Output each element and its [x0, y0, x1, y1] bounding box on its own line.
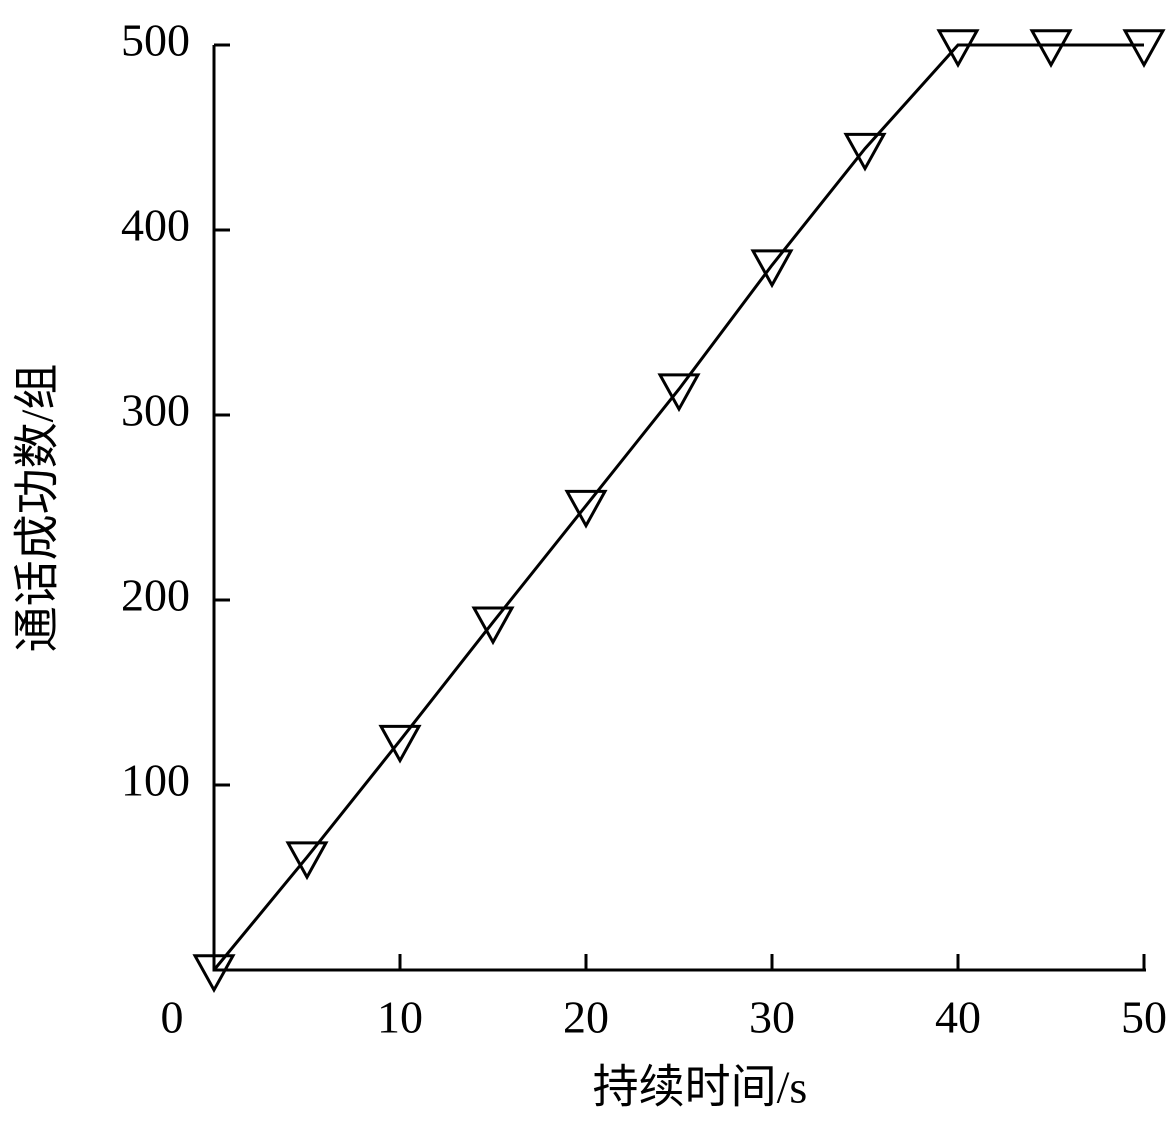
marker [657, 373, 701, 413]
y-tick-label: 100 [121, 755, 190, 806]
y-tick-label: 200 [121, 570, 190, 621]
x-tick-label: 50 [1121, 992, 1167, 1043]
y-tick-label: 300 [121, 385, 190, 436]
marker [564, 489, 608, 529]
marker [1029, 29, 1073, 69]
x-tick-label: 40 [935, 992, 981, 1043]
marker [843, 132, 887, 172]
x-tick-label: 20 [563, 992, 609, 1043]
marker [378, 724, 422, 764]
data-line [212, 43, 1144, 971]
marker [936, 29, 980, 69]
marker [471, 606, 515, 646]
marker [750, 249, 794, 289]
x-tick-label: 30 [749, 992, 795, 1043]
y-tick-label: 500 [121, 15, 190, 66]
x-axis-title: 持续时间/s [593, 1062, 808, 1113]
marker [192, 954, 236, 994]
marker [285, 841, 329, 881]
x-tick-label: 0 [161, 992, 184, 1043]
marker [1122, 29, 1166, 69]
y-tick-label: 400 [121, 200, 190, 251]
x-tick-label: 10 [377, 992, 423, 1043]
y-axis-title: 通话成功数/组 [12, 364, 63, 653]
